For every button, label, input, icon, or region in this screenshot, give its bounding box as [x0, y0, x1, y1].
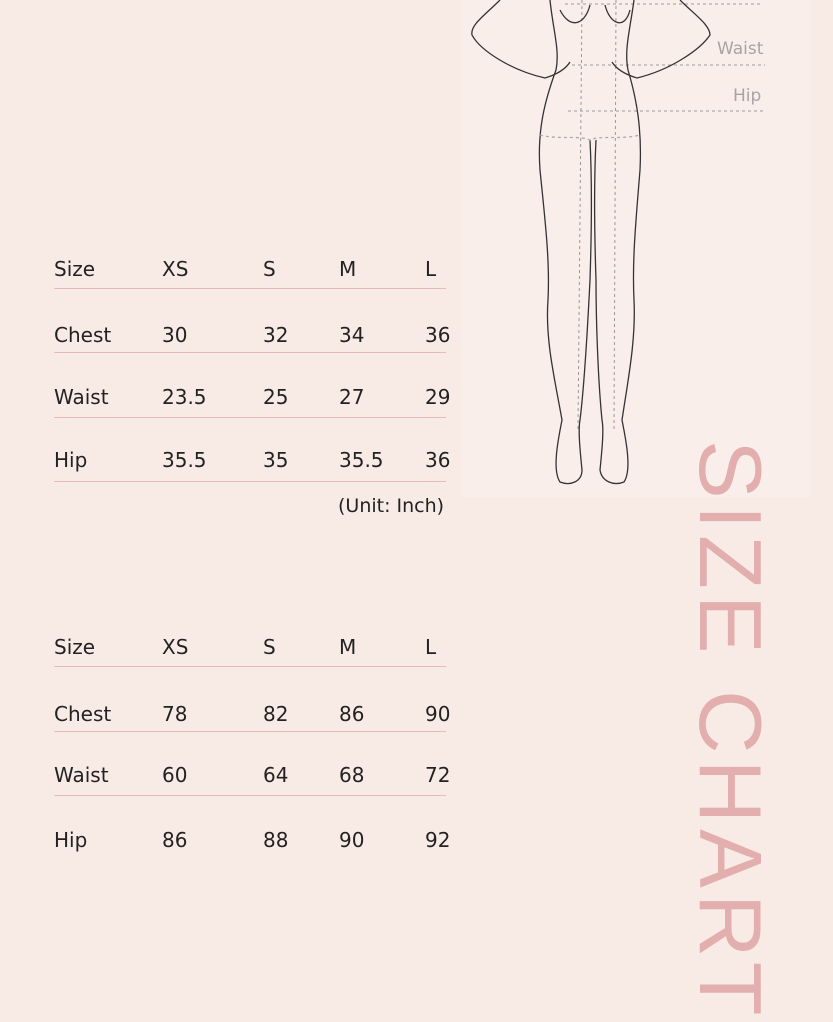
table-cell: 30 — [162, 323, 188, 347]
table-cell: 68 — [339, 763, 365, 787]
table-header-cell: L — [425, 257, 437, 281]
hip-measure-label: Hip — [733, 86, 762, 106]
measurement-lines — [565, 0, 766, 431]
table-header-cell: S — [263, 635, 276, 659]
table-cell: 86 — [339, 702, 365, 726]
figure-panel — [462, 0, 810, 497]
table-header-cell: Size — [54, 257, 96, 281]
row-divider — [54, 731, 446, 732]
table-cell: 36 — [425, 448, 451, 472]
table-cell: 29 — [425, 385, 451, 409]
table-cell: 34 — [339, 323, 365, 347]
table-header-cell: M — [339, 257, 357, 281]
table-cell: 60 — [162, 763, 188, 787]
table-cell: 36 — [425, 323, 451, 347]
row-divider — [54, 352, 446, 353]
row-label: Waist — [54, 385, 109, 409]
table-header-cell: XS — [162, 635, 189, 659]
table-cell: 32 — [263, 323, 289, 347]
table-cell: 72 — [425, 763, 451, 787]
body-figure-illustration — [471, 0, 766, 485]
row-divider — [54, 666, 446, 667]
table-header-cell: Size — [54, 635, 96, 659]
row-divider — [54, 417, 446, 418]
table-cell: 25 — [263, 385, 289, 409]
table-cell: 92 — [425, 828, 451, 852]
table-cell: 88 — [263, 828, 289, 852]
row-label: Waist — [54, 763, 109, 787]
table-header-cell: S — [263, 257, 276, 281]
table-cell: 86 — [162, 828, 188, 852]
table-cell: 78 — [162, 702, 188, 726]
waist-measure-label: Waist — [717, 39, 764, 59]
table-cell: 35.5 — [162, 448, 207, 472]
table-header-cell: L — [425, 635, 437, 659]
row-divider — [54, 481, 446, 482]
table-cell: 35.5 — [339, 448, 384, 472]
row-label: Hip — [54, 828, 88, 852]
table-header-cell: M — [339, 635, 357, 659]
table-header-cell: XS — [162, 257, 189, 281]
table-cell: 90 — [425, 702, 451, 726]
table-cell: 90 — [339, 828, 365, 852]
row-label: Hip — [54, 448, 88, 472]
size-chart-title: SIZE CHART — [681, 440, 780, 1022]
unit-note: (Unit: Inch) — [338, 495, 445, 517]
table-cell: 23.5 — [162, 385, 207, 409]
table-cell: 27 — [339, 385, 365, 409]
row-divider — [54, 288, 446, 289]
row-label: Chest — [54, 702, 112, 726]
table-cell: 82 — [263, 702, 289, 726]
table-cell: 35 — [263, 448, 289, 472]
row-divider — [54, 795, 446, 796]
row-label: Chest — [54, 323, 112, 347]
table-cell: 64 — [263, 763, 289, 787]
